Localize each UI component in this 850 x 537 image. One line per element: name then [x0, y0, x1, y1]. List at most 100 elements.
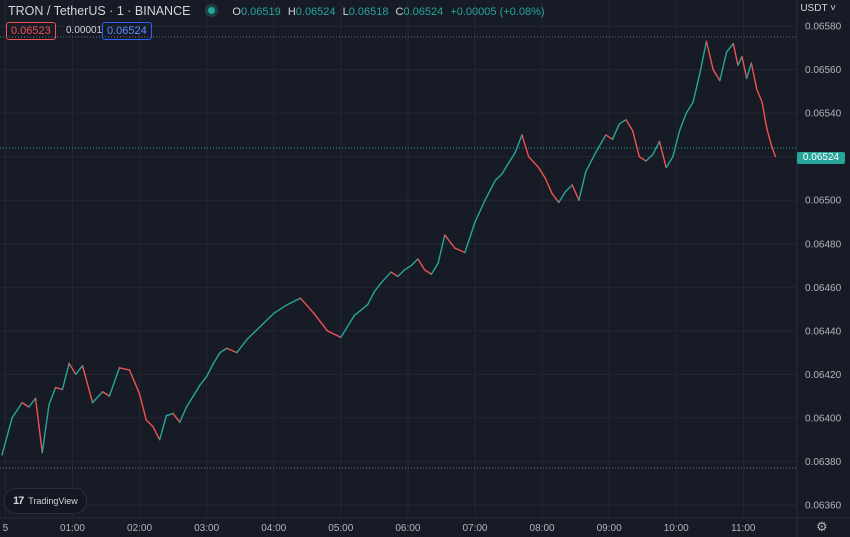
price-segment	[756, 88, 763, 103]
high-label: H	[287, 6, 296, 18]
price-segment	[108, 367, 121, 397]
price-segment	[340, 314, 355, 339]
close-value: 0.06524	[403, 6, 444, 18]
price-segment	[732, 42, 739, 66]
price-segment	[551, 193, 560, 204]
price-segment	[219, 347, 228, 354]
price-segment	[179, 406, 188, 423]
spread-value: 0.00001	[66, 25, 103, 36]
x-tick-label: 02:00	[127, 523, 152, 534]
y-tick-label: 0.06540	[805, 109, 842, 120]
tradingview-mark-icon: 17	[13, 495, 24, 507]
price-segment	[437, 234, 446, 265]
price-segment	[138, 393, 147, 421]
price-segment	[68, 362, 77, 376]
x-tick-label: 10:00	[664, 523, 689, 534]
tradingview-logo[interactable]: 17 TradingView	[4, 488, 87, 514]
price-segment	[75, 364, 84, 376]
price-segment	[578, 171, 587, 201]
symbol-title[interactable]: TRON / TetherUS · 1 · BINANCE	[8, 4, 191, 18]
price-segment	[205, 362, 215, 378]
currency-selector[interactable]: USDT ˅	[800, 3, 836, 14]
gear-icon[interactable]: ⚙	[816, 519, 828, 534]
price-segment	[366, 290, 376, 306]
price-segment	[259, 312, 275, 328]
price-segment	[741, 55, 748, 80]
chart-header: TRON / TetherUS · 1 · BINANCE O0.06519 H…	[8, 4, 545, 18]
x-tick-label: 11:00	[731, 523, 756, 534]
price-segment	[417, 258, 426, 271]
price-segment	[246, 325, 261, 341]
price-segment	[544, 177, 553, 195]
price-segment	[719, 51, 728, 82]
price-segment	[273, 304, 288, 315]
price-segment	[645, 153, 654, 162]
price-segment	[403, 264, 412, 271]
chevron-down-icon: ˅	[827, 3, 836, 14]
price-segment	[521, 134, 530, 158]
high-value: 0.06524	[295, 6, 336, 18]
x-tick-label: 04:00	[261, 523, 286, 534]
price-segment	[152, 425, 161, 441]
price-segment	[199, 375, 208, 386]
price-segment	[558, 190, 567, 204]
current-price-tag: 0.06524	[797, 152, 845, 164]
logo-text: TradingView	[28, 496, 78, 506]
y-tick-label: 0.06380	[805, 457, 842, 468]
price-segment	[484, 179, 496, 201]
price-segment	[444, 234, 456, 249]
y-tick-label: 0.06360	[805, 500, 842, 511]
ohlc-legend: O0.06519 H0.06524 L0.06518 C0.06524 +0.0…	[228, 6, 544, 18]
price-segment	[605, 134, 614, 140]
price-segment	[631, 129, 641, 158]
price-segment	[158, 415, 168, 441]
price-segment	[430, 262, 439, 275]
y-tick-label: 0.06420	[805, 370, 842, 381]
low-value: 0.06518	[348, 6, 389, 18]
market-status-icon	[207, 7, 215, 14]
price-segment	[507, 151, 516, 164]
price-segment	[638, 156, 647, 162]
price-segment	[326, 330, 342, 339]
price-segment	[571, 184, 580, 201]
price-segment	[678, 112, 688, 132]
price-segment	[770, 145, 777, 158]
price-segment	[761, 101, 768, 130]
price-segment	[21, 401, 30, 408]
sell-button[interactable]: 0.06523	[6, 22, 56, 40]
price-segment	[725, 42, 734, 53]
price-segment	[128, 369, 141, 395]
x-tick-label: 5	[3, 523, 9, 534]
y-tick-label: 0.06580	[805, 22, 842, 33]
currency-label: USDT	[800, 3, 828, 14]
price-segment	[538, 166, 547, 180]
price-segment	[766, 127, 773, 147]
price-segment	[625, 119, 634, 132]
y-tick-label: 0.06440	[805, 326, 842, 337]
price-segment	[373, 282, 382, 293]
price-segment	[584, 151, 597, 173]
price-segment	[286, 297, 302, 306]
price-segment	[91, 391, 104, 404]
price-segment	[494, 173, 503, 182]
price-segment	[564, 184, 573, 193]
price-segment	[611, 123, 620, 140]
x-tick-label: 01:00	[60, 523, 85, 534]
price-segment	[28, 397, 37, 408]
buy-button[interactable]: 0.06524	[102, 22, 152, 40]
price-segment	[618, 119, 627, 125]
price-segment	[313, 312, 329, 332]
price-segment	[185, 395, 194, 408]
open-value: 0.06519	[240, 6, 281, 18]
y-tick-label: 0.06480	[805, 239, 842, 250]
price-segment	[397, 269, 406, 278]
price-segment	[705, 40, 714, 71]
price-segment	[745, 62, 753, 80]
x-tick-label: 06:00	[395, 523, 420, 534]
price-segment	[474, 199, 486, 223]
price-segment	[712, 68, 721, 82]
price-segment	[101, 391, 111, 397]
close-label: C	[395, 6, 404, 18]
open-label: O	[232, 6, 241, 18]
